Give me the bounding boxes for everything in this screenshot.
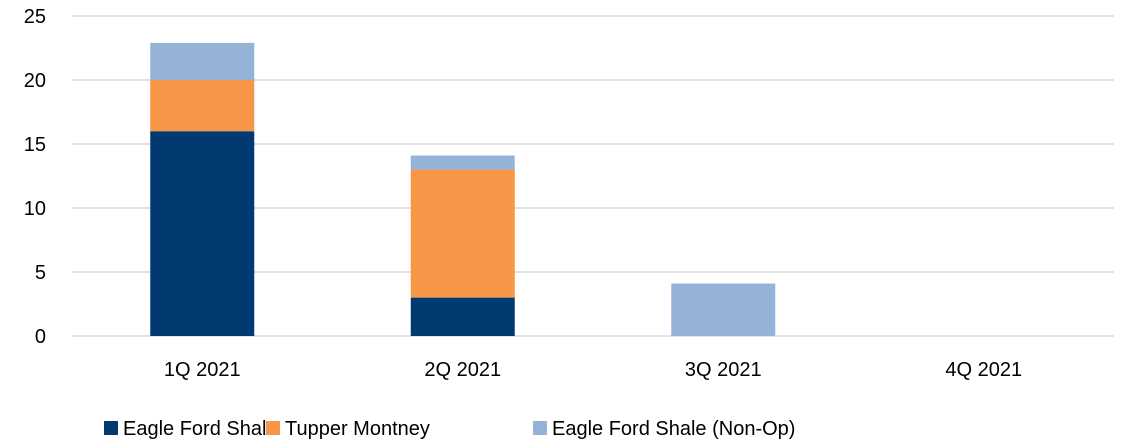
bar-segment (150, 131, 255, 336)
x-tick-label: 1Q 2021 (164, 359, 241, 381)
bar-segment (150, 42, 255, 80)
legend-swatch (104, 421, 118, 435)
x-tick-label: 2Q 2021 (424, 359, 501, 381)
y-tick-label: 15 (24, 134, 46, 156)
y-tick-label: 10 (24, 198, 46, 220)
bar-segment (410, 155, 515, 170)
bar-segment (150, 80, 255, 132)
x-axis: 1Q 2021 2Q 2021 3Q 2021 4Q 2021 (164, 359, 1022, 381)
x-tick-label: 3Q 2021 (685, 359, 762, 381)
legend-label: Eagle Ford Shale (123, 418, 278, 440)
y-tick-label: 5 (35, 262, 46, 284)
y-tick-label: 25 (24, 6, 46, 28)
legend-label: Eagle Ford Shale (Non-Op) (552, 418, 795, 440)
x-tick-label: 4Q 2021 (945, 359, 1022, 381)
legend-swatch (266, 421, 280, 435)
bar-segment (410, 297, 515, 336)
y-tick-label: 20 (24, 70, 46, 92)
y-axis: 0 5 10 15 20 25 (24, 6, 46, 348)
legend-label: Tupper Montney (285, 418, 430, 440)
y-tick-label: 0 (35, 326, 46, 348)
bar-segment (671, 283, 776, 336)
bar-segment (410, 169, 515, 298)
legend: Eagle Ford Shale Tupper Montney Eagle Ford… (104, 418, 795, 440)
legend-swatch (533, 421, 547, 435)
bars (150, 42, 776, 336)
